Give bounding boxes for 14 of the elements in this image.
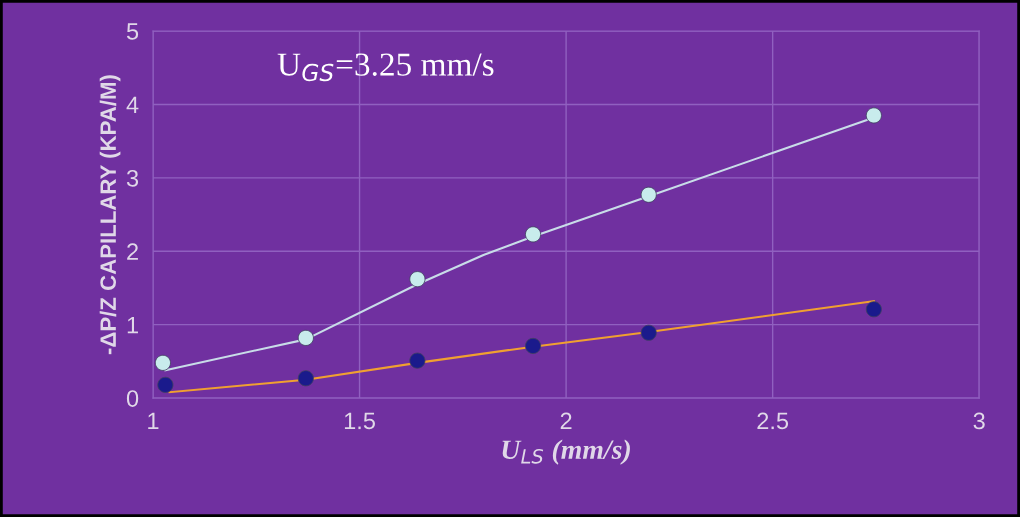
y-tick-label: 0 — [126, 390, 139, 407]
y-axis-title: -ΔP/Z CAPILLARY (KPA/M) — [99, 75, 121, 355]
annotation: U$_{GS}$=3.25 mm/s — [277, 53, 494, 82]
y-tick-label: 5 — [126, 23, 139, 40]
x-tick-label: 1.5 — [344, 412, 375, 430]
x-tick-label: 1 — [148, 412, 159, 430]
y-tick-label: 2 — [127, 243, 138, 260]
x-tick-label: 2 — [560, 412, 572, 430]
y-tick-label: 3 — [126, 169, 139, 187]
x-tick-label: 2.5 — [757, 412, 789, 430]
x-axis-title: U$_{LS}$ (mm/s) — [502, 439, 630, 465]
x-tick-label: 3 — [973, 412, 985, 430]
y-tick-label: 1 — [127, 316, 138, 334]
y-tick-label: 4 — [126, 96, 139, 113]
